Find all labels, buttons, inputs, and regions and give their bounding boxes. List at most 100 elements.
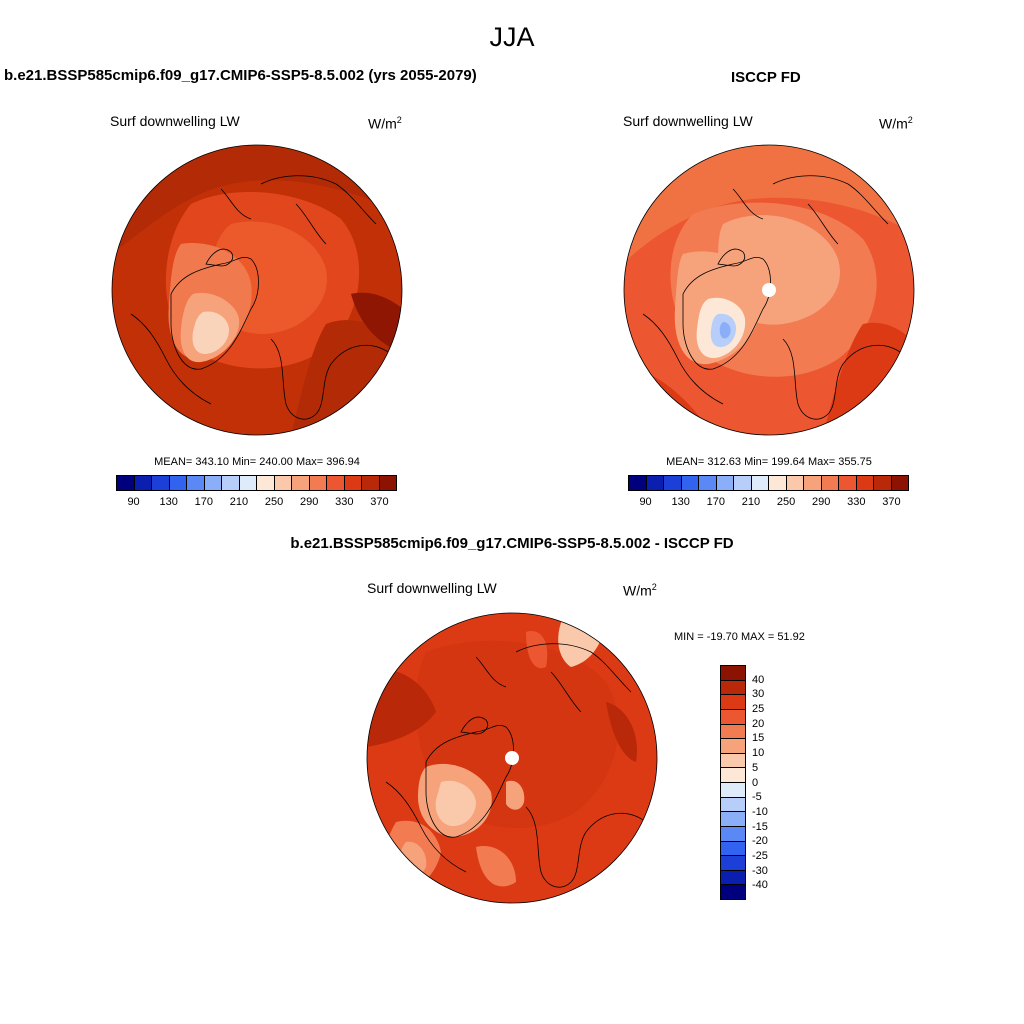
model-colorbar-cell: [292, 476, 310, 490]
obs-colorbar-cell: [874, 476, 892, 490]
diff-colorbar-tick-label: 5: [752, 761, 759, 774]
model-colorbar-tick-label: 90: [127, 496, 140, 508]
obs-panel-title: ISCCP FD: [731, 69, 801, 86]
obs-colorbar-cell: [699, 476, 717, 490]
obs-colorbar-cell: [821, 476, 839, 490]
diff-colorbar-cell: [721, 695, 745, 710]
model-panel-title: b.e21.BSSP585cmip6.f09_g17.CMIP6-SSP5-8.…: [4, 67, 477, 84]
obs-units-label: W/m2: [879, 115, 913, 132]
model-colorbar-tick-label: 370: [370, 496, 389, 508]
model-colorbar-cell: [187, 476, 205, 490]
model-colorbar-cell: [117, 476, 135, 490]
diff-colorbar-cell: [721, 724, 745, 740]
model-units-label: W/m2: [368, 115, 402, 132]
diff-colorbar-tick-label: -30: [752, 864, 768, 877]
obs-colorbar: [628, 475, 909, 491]
model-colorbar-cell: [274, 476, 292, 490]
diff-colorbar-tick-label: -15: [752, 820, 768, 833]
model-colorbar-ticks: 90 130 170 210 250 290 330 370: [116, 496, 397, 510]
obs-colorbar-tick-label: 250: [776, 496, 796, 508]
diff-colorbar-cell: [721, 680, 745, 696]
diff-colorbar-tick-label: 20: [752, 717, 765, 730]
obs-variable-label: Surf downwelling LW: [623, 113, 753, 129]
diff-colorbar-ticks: 40 30 25 20 15 10 5 0 -5 -10 -15 -20 -25 -30 -40: [752, 665, 792, 900]
model-variable-label: Surf downwelling LW: [110, 113, 240, 129]
model-colorbar-tick-label: 210: [229, 496, 249, 508]
diff-colorbar-cell: [721, 797, 745, 813]
diff-colorbar-tick-label: -25: [752, 849, 768, 862]
obs-colorbar-tick-label: 210: [741, 496, 761, 508]
model-colorbar-cell: [152, 476, 170, 490]
obs-colorbar-cell: [716, 476, 734, 490]
diff-colorbar-cell: [721, 885, 745, 899]
diff-colorbar-tick-label: 10: [752, 747, 765, 760]
diff-panel-title: b.e21.BSSP585cmip6.f09_g17.CMIP6-SSP5-8.…: [290, 535, 734, 552]
model-colorbar-cell: [309, 476, 327, 490]
model-colorbar-cell: [169, 476, 187, 490]
obs-pole-hole: [762, 283, 776, 297]
model-colorbar-tick-label: 330: [335, 496, 354, 508]
diff-colorbar-tick-label: 15: [752, 732, 765, 745]
model-colorbar-cell: [239, 476, 257, 490]
diff-colorbar-tick-label: -5: [752, 791, 762, 804]
obs-colorbar-cell: [646, 476, 664, 490]
diff-colorbar-cell: [721, 739, 745, 754]
model-colorbar-cell: [344, 476, 362, 490]
diff-polar-map: [366, 612, 658, 904]
obs-colorbar-cell: [751, 476, 769, 490]
diff-colorbar-tick-label: 0: [752, 776, 759, 789]
obs-colorbar-tick-label: 370: [882, 496, 901, 508]
model-colorbar-cell: [257, 476, 275, 490]
obs-colorbar-tick-label: 130: [671, 496, 690, 508]
diff-colorbar-cell: [721, 856, 745, 871]
model-colorbar: [116, 475, 397, 491]
obs-colorbar-cell: [734, 476, 752, 490]
diff-colorbar-cell: [721, 666, 745, 681]
obs-colorbar-cell: [681, 476, 699, 490]
model-colorbar-cell: [327, 476, 345, 490]
diff-colorbar-tick-label: 25: [752, 703, 765, 716]
diff-colorbar-cell: [721, 841, 745, 857]
diff-pole-hole: [505, 751, 519, 765]
obs-colorbar-tick-label: 290: [812, 496, 831, 508]
diff-colorbar-tick-label: -10: [752, 805, 768, 818]
model-polar-map: [111, 144, 403, 436]
obs-colorbar-tick-label: 170: [706, 496, 725, 508]
model-colorbar-cell: [379, 476, 396, 490]
obs-polar-map: [623, 144, 915, 436]
model-colorbar-cell: [222, 476, 240, 490]
diff-colorbar-cell: [721, 826, 745, 842]
diff-colorbar-tick-label: -20: [752, 835, 768, 848]
obs-colorbar-cell: [629, 476, 647, 490]
obs-colorbar-cell: [839, 476, 857, 490]
diff-colorbar: [720, 665, 746, 900]
obs-colorbar-cell: [786, 476, 804, 490]
diff-colorbar-cell: [721, 753, 745, 769]
obs-colorbar-ticks: 90 130 170 210 250 290 330 370: [628, 496, 909, 510]
obs-colorbar-cell: [664, 476, 682, 490]
model-colorbar-cell: [134, 476, 152, 490]
model-colorbar-cell: [362, 476, 380, 490]
model-colorbar-tick-label: 290: [300, 496, 319, 508]
obs-colorbar-tick-label: 330: [847, 496, 866, 508]
obs-colorbar-cell: [769, 476, 787, 490]
diff-units-label: W/m2: [623, 582, 657, 599]
model-stats: MEAN= 343.10 Min= 240.00 Max= 396.94: [154, 456, 360, 468]
diff-colorbar-tick-label: -40: [752, 879, 768, 892]
obs-colorbar-tick-label: 90: [639, 496, 652, 508]
diff-colorbar-tick-label: 40: [752, 673, 765, 686]
diff-stats: MIN = -19.70 MAX = 51.92: [674, 631, 805, 643]
diff-colorbar-cell: [721, 870, 745, 886]
diff-colorbar-cell: [721, 768, 745, 783]
obs-colorbar-cell: [856, 476, 874, 490]
obs-stats: MEAN= 312.63 Min= 199.64 Max= 355.75: [666, 456, 872, 468]
diff-colorbar-cell: [721, 709, 745, 725]
model-colorbar-tick-label: 130: [159, 496, 178, 508]
diff-colorbar-cell: [721, 783, 745, 798]
diff-colorbar-cell: [721, 812, 745, 827]
season-title: JJA: [489, 22, 535, 52]
model-colorbar-tick-label: 250: [264, 496, 284, 508]
model-colorbar-tick-label: 170: [194, 496, 213, 508]
obs-colorbar-cell: [891, 476, 908, 490]
diff-variable-label: Surf downwelling LW: [367, 580, 497, 596]
